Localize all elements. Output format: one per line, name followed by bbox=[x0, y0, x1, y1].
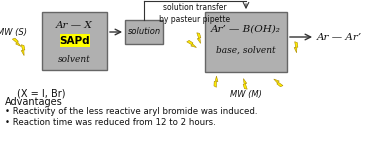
Text: solvent: solvent bbox=[58, 56, 91, 65]
Polygon shape bbox=[274, 79, 283, 87]
Text: MW (S): MW (S) bbox=[0, 28, 27, 37]
Polygon shape bbox=[214, 76, 218, 87]
FancyBboxPatch shape bbox=[125, 20, 163, 44]
Polygon shape bbox=[12, 38, 21, 46]
Text: Ar — X: Ar — X bbox=[56, 22, 93, 30]
Polygon shape bbox=[243, 79, 247, 89]
FancyBboxPatch shape bbox=[59, 34, 90, 47]
FancyBboxPatch shape bbox=[205, 12, 287, 72]
Text: SAPd: SAPd bbox=[59, 35, 90, 45]
Text: solution transfer
by pasteur pipette: solution transfer by pasteur pipette bbox=[160, 3, 231, 24]
Text: (X = I, Br): (X = I, Br) bbox=[17, 88, 65, 98]
Text: base, solvent: base, solvent bbox=[216, 45, 276, 54]
FancyBboxPatch shape bbox=[42, 12, 107, 70]
Polygon shape bbox=[197, 33, 201, 43]
Text: MW (M): MW (M) bbox=[230, 90, 262, 99]
Text: Ar’ — B(OH)₂: Ar’ — B(OH)₂ bbox=[211, 24, 281, 34]
Text: Advantages: Advantages bbox=[5, 97, 63, 107]
Polygon shape bbox=[21, 45, 25, 56]
Text: solution: solution bbox=[127, 28, 161, 37]
Text: Ar — Ar’: Ar — Ar’ bbox=[317, 32, 362, 41]
Polygon shape bbox=[294, 42, 298, 53]
Text: • Reactivity of the less reactive aryl bromide was induced.: • Reactivity of the less reactive aryl b… bbox=[5, 107, 257, 116]
Text: • Reaction time was reduced from 12 to 2 hours.: • Reaction time was reduced from 12 to 2… bbox=[5, 118, 216, 127]
Polygon shape bbox=[187, 40, 197, 47]
